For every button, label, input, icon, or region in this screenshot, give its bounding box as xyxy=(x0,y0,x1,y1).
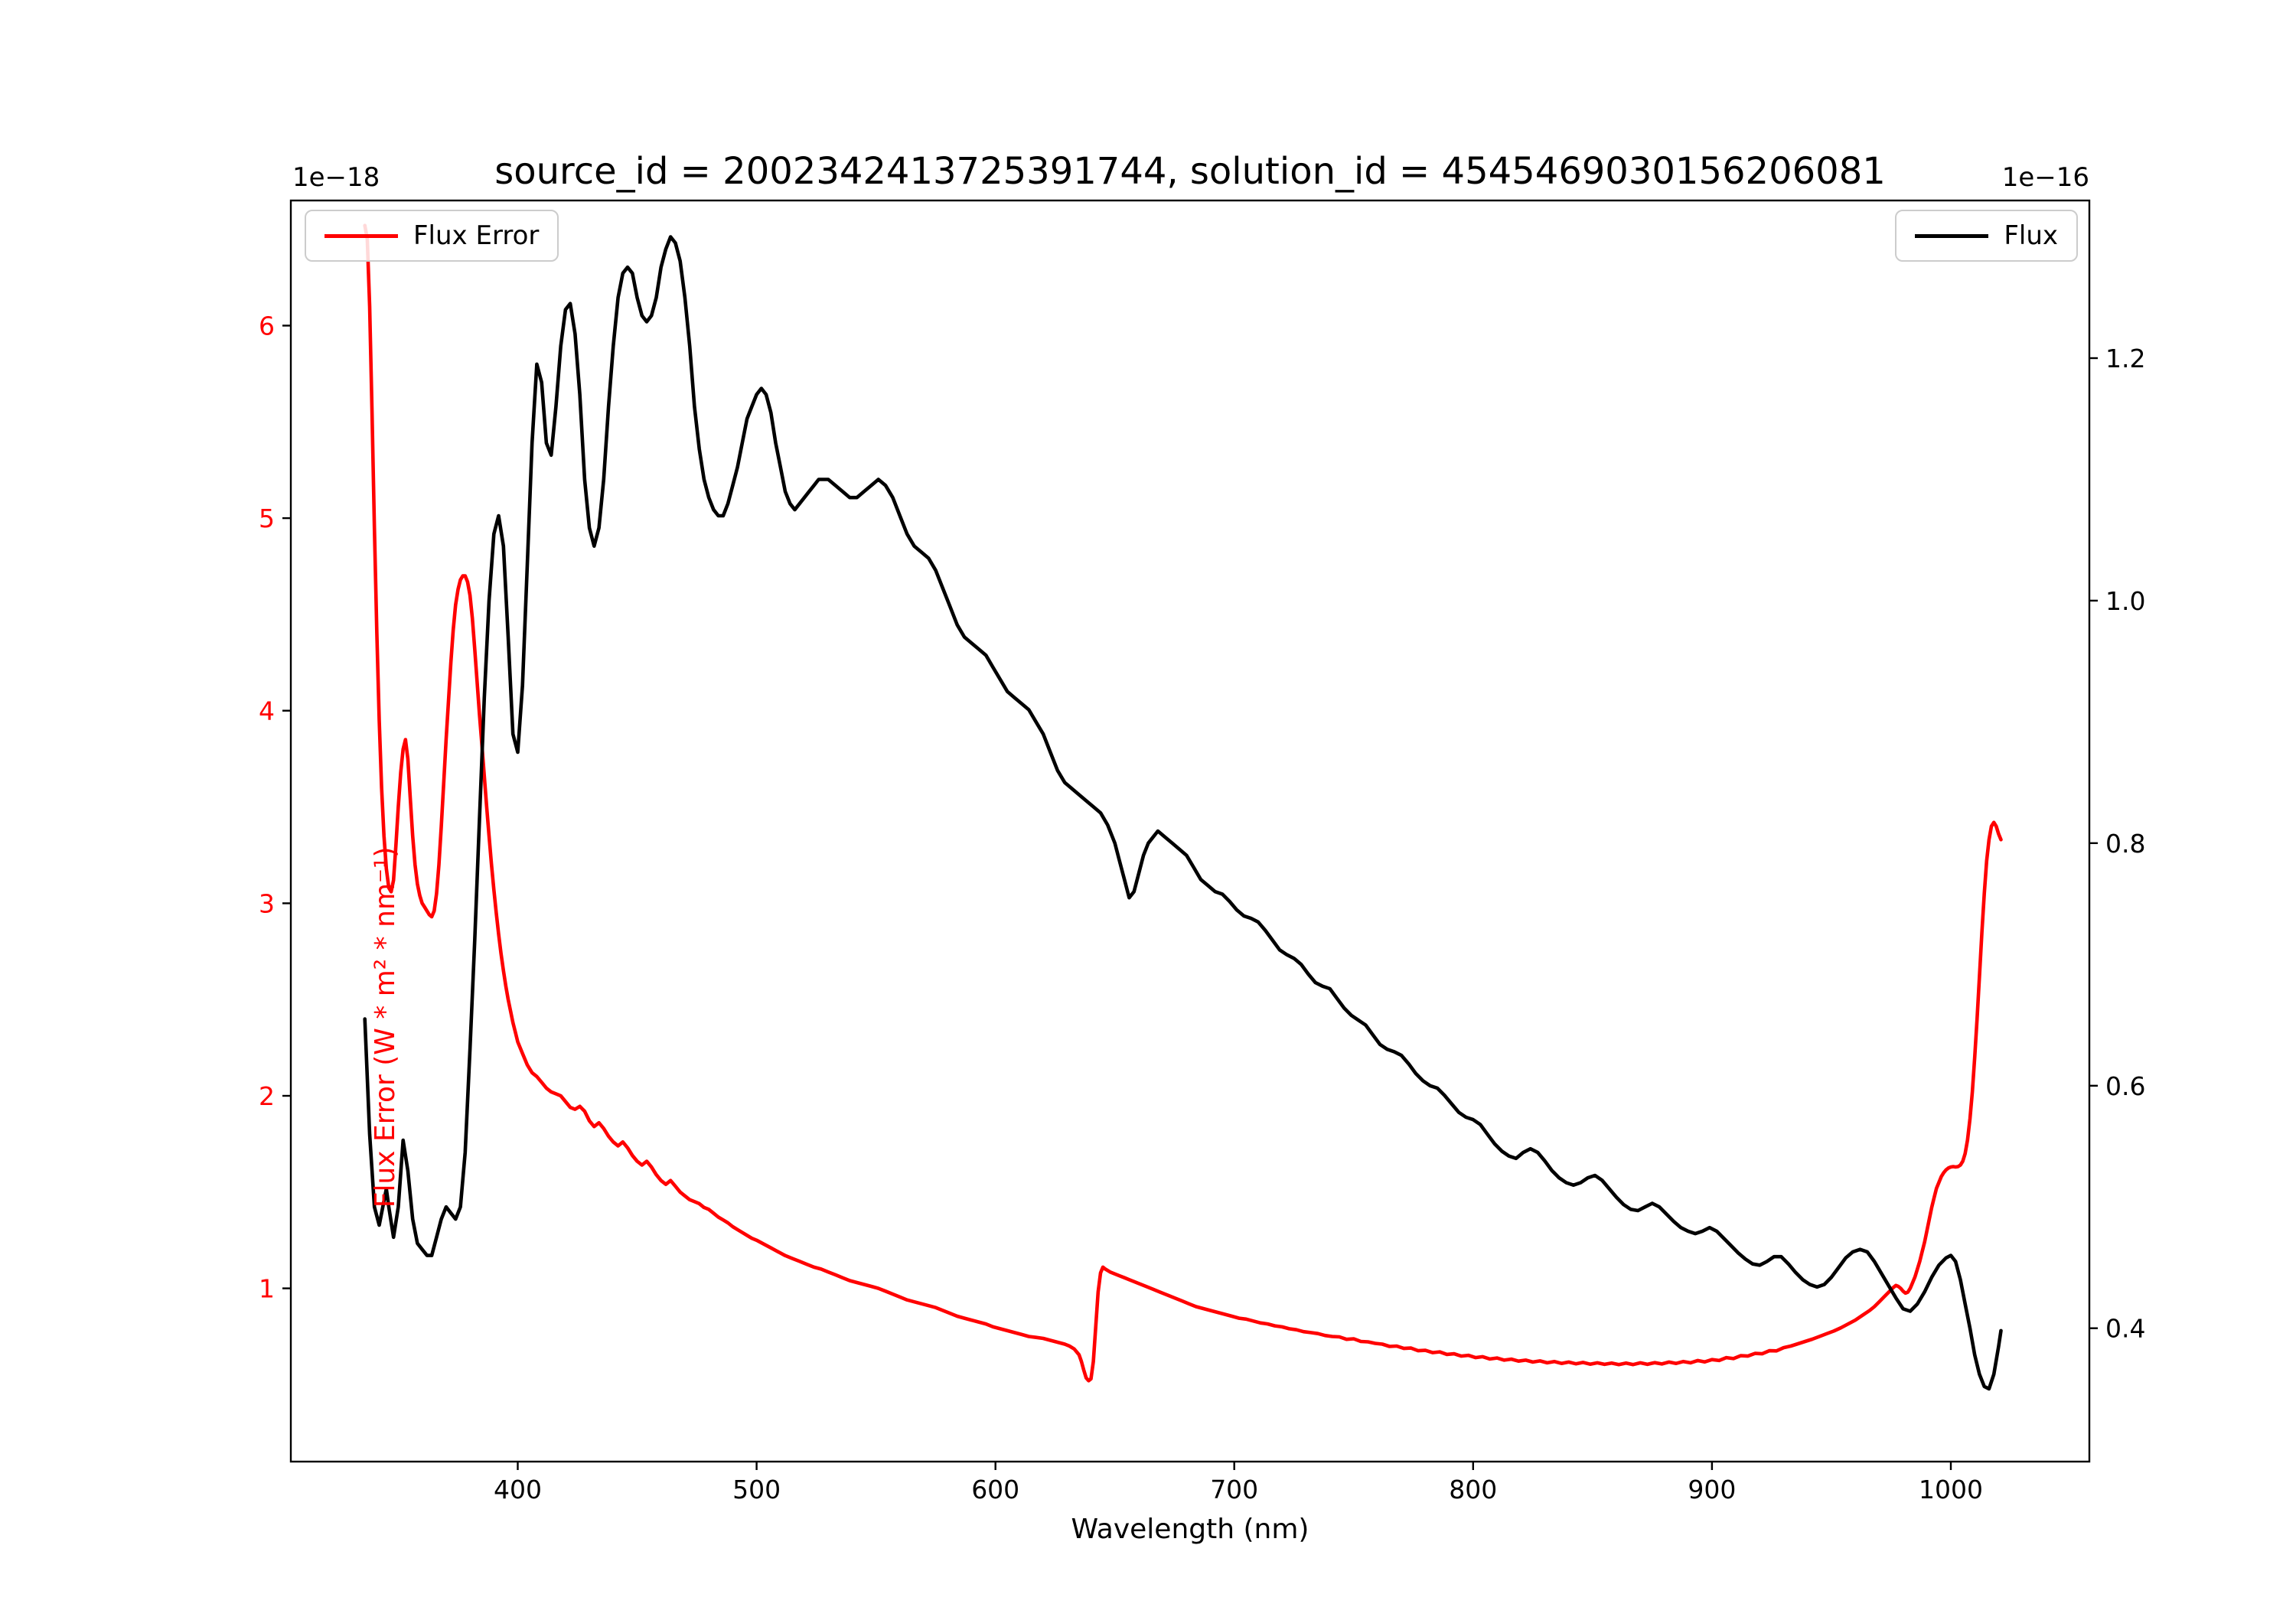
flux-legend-line-icon xyxy=(1915,233,1989,238)
x-axis-label: Wavelength (nm) xyxy=(1071,1514,1309,1545)
y-tick-label-left: 2 xyxy=(259,1081,275,1111)
legend-flux-error: Flux Error xyxy=(305,210,559,262)
y-tick-label-left: 4 xyxy=(259,696,275,726)
y-axis-label-left: Flux Error (W * m² * nm⁻¹) xyxy=(369,846,401,1208)
y-tick-label-right: 0.8 xyxy=(2105,829,2145,859)
x-tick-label: 400 xyxy=(494,1475,542,1504)
right-axis-scale-label: 1e−16 xyxy=(2001,162,2089,193)
flux-line xyxy=(363,235,2003,1391)
flux-error-legend-line-icon xyxy=(325,233,398,238)
y-tick-label-right: 1.2 xyxy=(2105,344,2145,373)
y-tick-label-left: 5 xyxy=(259,504,275,533)
legend-flux: Flux xyxy=(1895,210,2078,262)
y-tick-label-left: 3 xyxy=(259,888,275,918)
y-tick-label-right: 1.0 xyxy=(2105,586,2145,616)
x-tick-label: 900 xyxy=(1688,1475,1736,1504)
x-tick-label: 700 xyxy=(1210,1475,1258,1504)
axes-frame xyxy=(289,199,2091,1463)
left-axis-scale-label: 1e−18 xyxy=(292,162,380,193)
x-tick-label: 800 xyxy=(1449,1475,1497,1504)
y-tick-label-right: 0.6 xyxy=(2105,1071,2145,1101)
flux-error-legend-label: Flux Error xyxy=(413,220,540,251)
y-tick-label-right: 0.4 xyxy=(2105,1314,2145,1344)
chart-title: source_id = 2002342413725391744, solutio… xyxy=(494,150,1886,193)
y-tick-label-left: 6 xyxy=(259,311,275,341)
flux-legend-label: Flux xyxy=(2004,220,2058,251)
flux-error-line xyxy=(363,223,2003,1383)
x-tick-label: 500 xyxy=(732,1475,781,1504)
y-tick-label-left: 1 xyxy=(259,1274,275,1304)
x-tick-label: 1000 xyxy=(1919,1475,1983,1504)
x-tick-label: 600 xyxy=(971,1475,1019,1504)
